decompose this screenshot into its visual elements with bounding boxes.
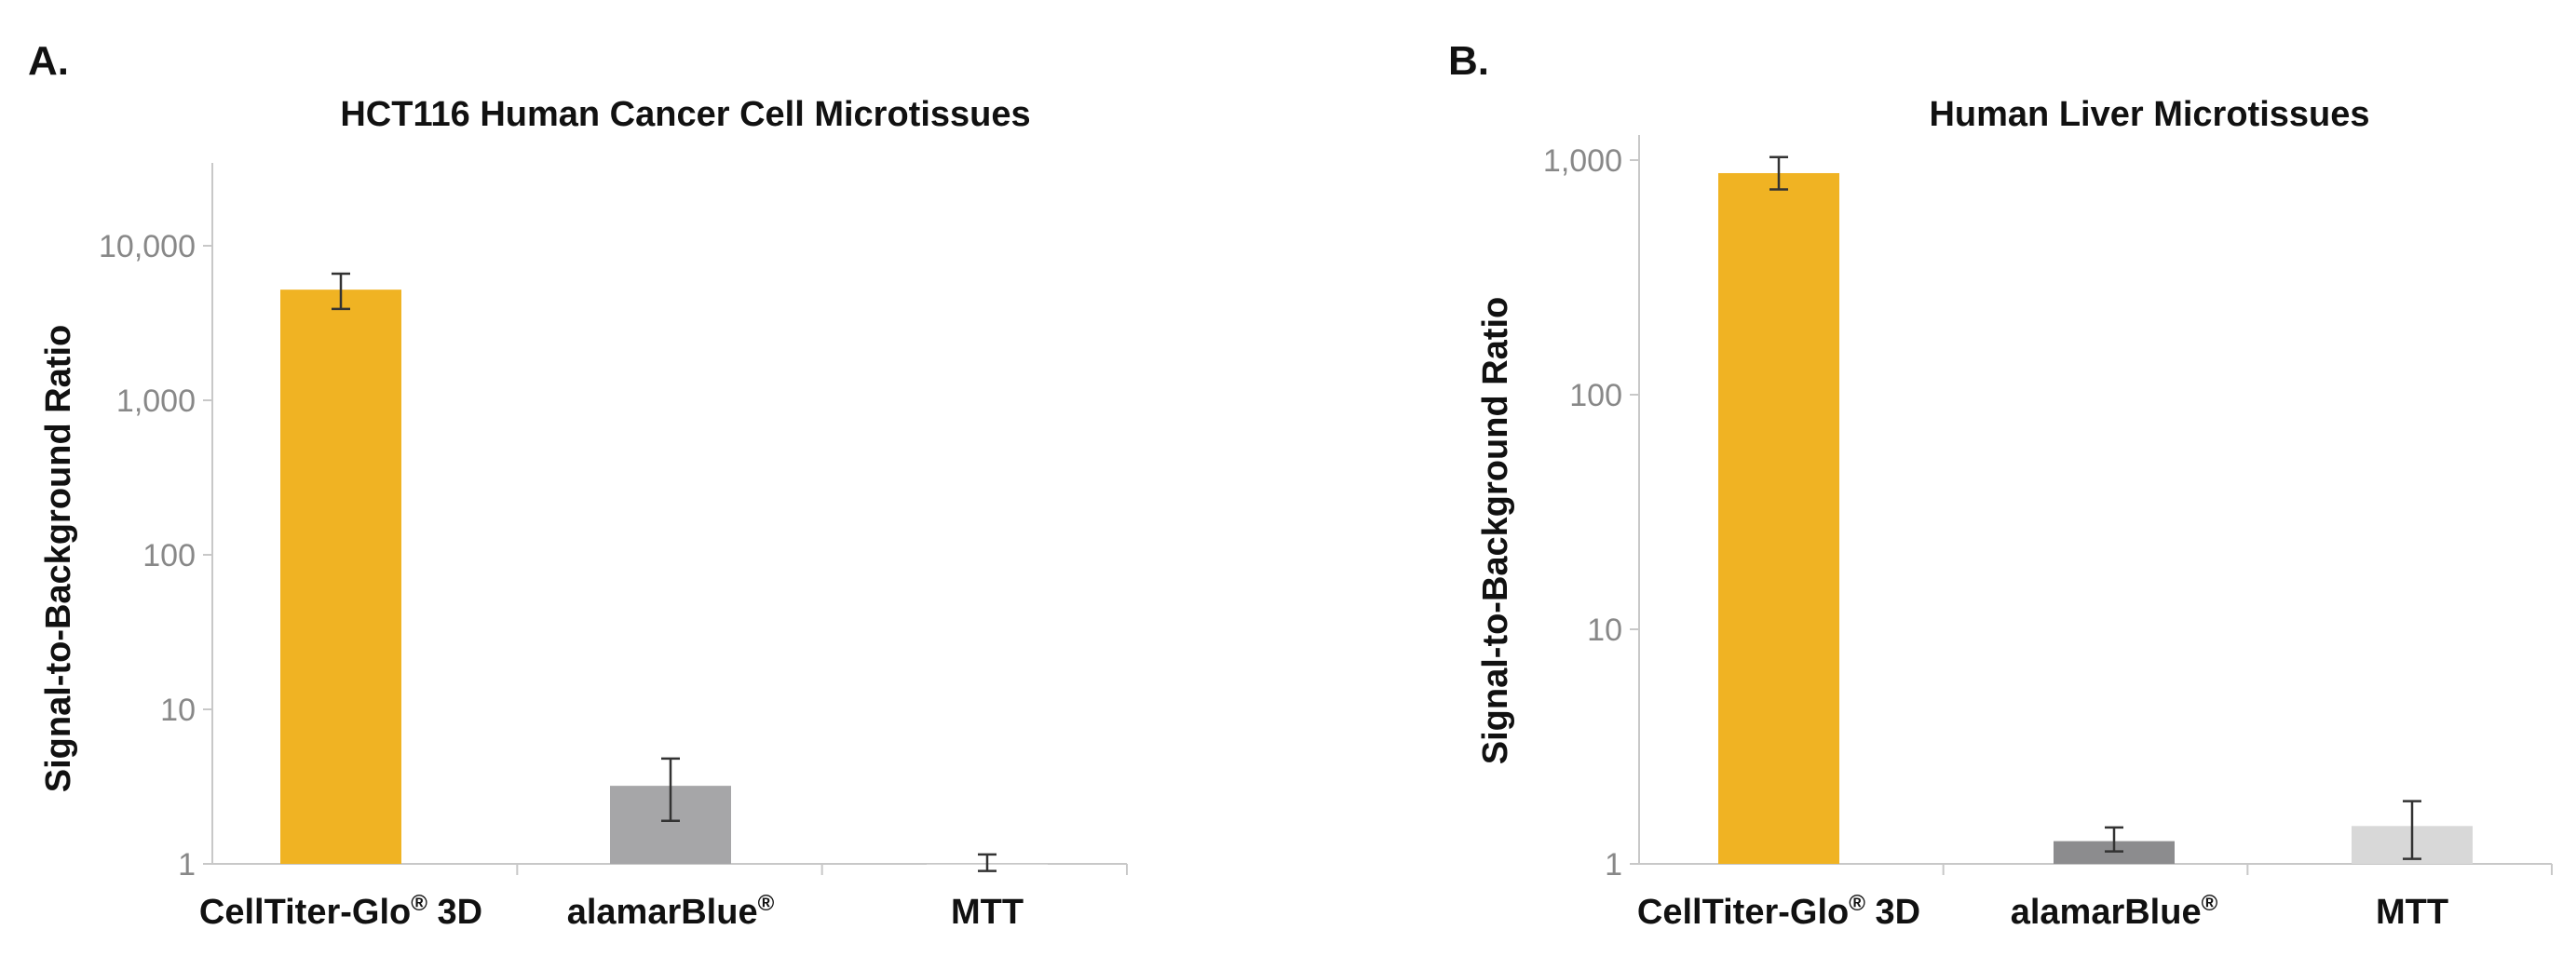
error-bar: [332, 272, 350, 311]
bar: [1718, 172, 1839, 865]
y-tick-label: 1,000: [116, 384, 196, 419]
panel-letter: B.: [1448, 38, 1489, 84]
x-tick-label: MTT: [2376, 893, 2448, 932]
panel-letter: A.: [28, 38, 69, 84]
error-bar: [2403, 800, 2421, 860]
x-tick-label: MTT: [951, 893, 1024, 932]
y-tick-label: 1: [1605, 847, 1622, 882]
y-tick-label: 100: [1569, 378, 1622, 413]
y-axis-label: Signal-to-Background Ratio: [39, 325, 78, 792]
y-axis-label: Signal-to-Background Ratio: [1476, 297, 1515, 764]
y-tick-label: 1: [178, 847, 196, 882]
bar: [280, 290, 401, 864]
y-tick-label: 1,000: [1543, 143, 1622, 179]
y-tick-label: 10: [160, 693, 196, 728]
error-bar: [1769, 155, 1788, 191]
error-bar: [2105, 826, 2123, 853]
error-bar: [978, 853, 997, 872]
x-tick-label: alamarBlue®: [567, 891, 775, 932]
x-tick-label: CellTiter-Glo® 3D: [199, 891, 482, 932]
chart-title: Human Liver Microtissues: [1929, 95, 2369, 134]
x-tick-label: alamarBlue®: [2011, 891, 2218, 932]
chart-panel-b: B. Human Liver Microtissues Signal-to-Back…: [1448, 38, 2553, 932]
error-bar: [661, 757, 680, 822]
x-tick-label: CellTiter-Glo® 3D: [1637, 891, 1920, 932]
chart-title: HCT116 Human Cancer Cell Microtissues: [340, 95, 1030, 134]
chart-panel-a: A. HCT116 Human Cancer Cell Microtissues S…: [28, 38, 1128, 932]
y-tick-label: 100: [142, 538, 196, 573]
y-tick-label: 10,000: [99, 229, 196, 264]
y-tick-label: 10: [1587, 613, 1622, 648]
